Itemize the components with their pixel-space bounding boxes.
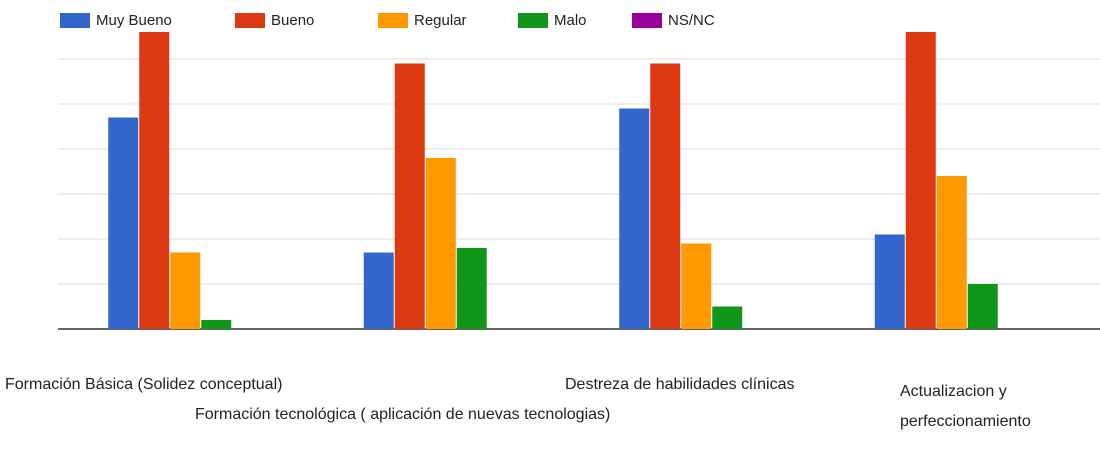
bar	[650, 63, 681, 329]
bar	[967, 284, 998, 329]
legend-swatch	[632, 13, 662, 28]
legend-swatch	[60, 13, 90, 28]
bar	[108, 117, 139, 329]
x-tick-label: Formación tecnológica ( aplicación de nu…	[195, 406, 611, 423]
legend-swatch	[518, 13, 548, 28]
bar	[425, 158, 456, 329]
legend-swatch	[235, 13, 265, 28]
bar	[363, 252, 394, 329]
bar	[394, 63, 425, 329]
x-tick-label: Destreza de habilidades clínicas	[565, 376, 795, 393]
bar	[936, 176, 967, 329]
bar	[456, 248, 487, 329]
legend-swatch	[378, 13, 408, 28]
bar	[905, 32, 936, 329]
legend-label: Regular	[414, 12, 467, 29]
bar	[139, 32, 170, 329]
bar	[712, 306, 743, 329]
bar	[874, 234, 905, 329]
bar	[170, 252, 201, 329]
x-tick-label: Formación Básica (Solidez conceptual)	[5, 376, 283, 393]
bar	[201, 320, 232, 329]
legend-label: Bueno	[271, 12, 314, 29]
bar	[681, 243, 712, 329]
legend-label: NS/NC	[668, 12, 715, 29]
legend-label: Malo	[554, 12, 587, 29]
x-tick-label: Actualizacion y perfeccionamiento	[900, 383, 1031, 430]
legend-label: Muy Bueno	[96, 12, 172, 29]
bar	[619, 108, 650, 329]
